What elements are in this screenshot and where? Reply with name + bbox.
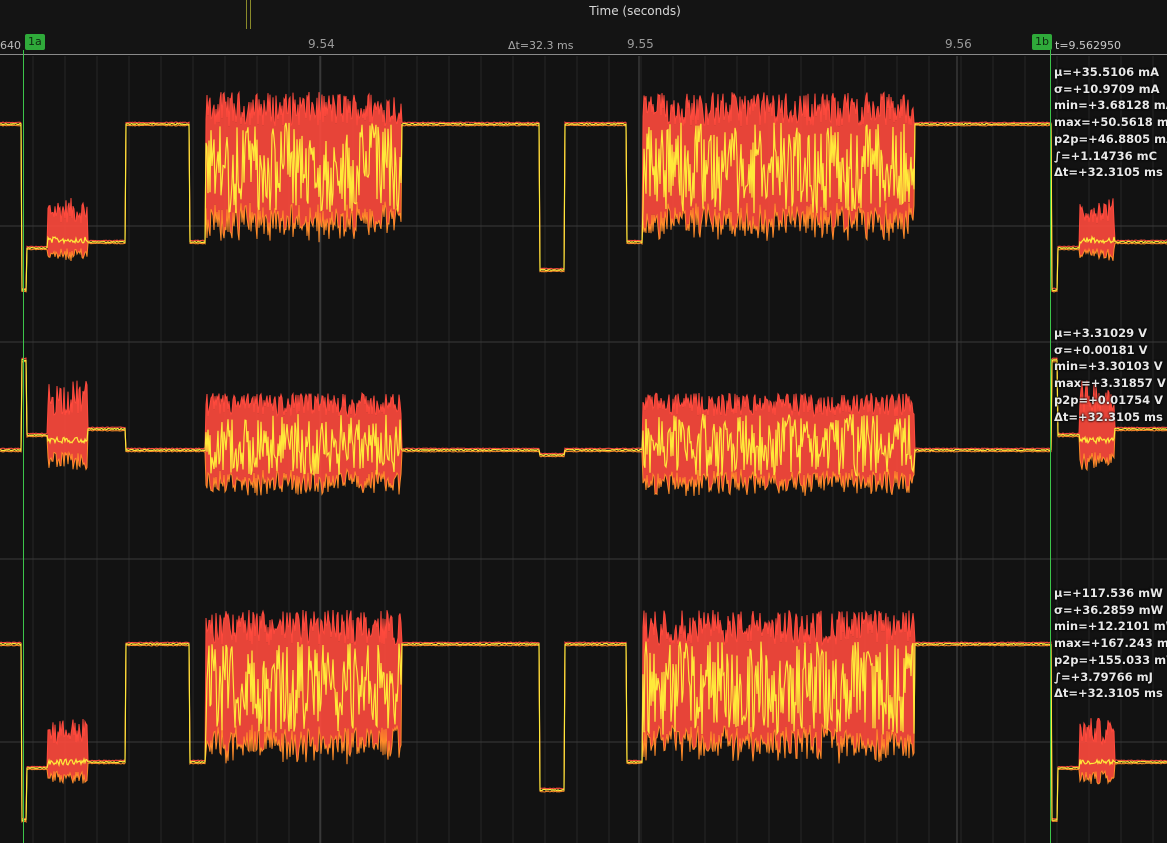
marker-time-readout: t=9.562950	[1055, 39, 1122, 52]
current-max-trace	[0, 90, 1167, 290]
stat-line: max=+3.31857 V	[1054, 376, 1166, 391]
stat-line: σ=+0.00181 V	[1054, 342, 1148, 357]
time-axis-tick-label: 9.55	[627, 37, 654, 51]
current-min-trace	[0, 124, 1167, 293]
stat-line: ∫=+3.79766 mJ	[1054, 669, 1153, 684]
stat-line: μ=+3.31029 V	[1054, 326, 1148, 340]
power-envelope-trace	[47, 610, 1115, 784]
stat-line: μ=+117.536 mW	[1054, 586, 1163, 600]
time-axis-tick-label: 9.56	[945, 37, 972, 51]
stat-line: p2p=+46.8805 mA	[1054, 131, 1167, 146]
power-stats-panel: μ=+117.536 mW σ=+36.2859 mW min=+12.2101…	[1054, 585, 1167, 702]
current-mean-trace	[0, 122, 1167, 292]
time-axis-title: Time (seconds)	[589, 4, 681, 18]
stat-line: min=+3.30103 V	[1054, 359, 1163, 374]
stat-line: Δt=+32.3105 ms	[1054, 409, 1163, 424]
stat-line: σ=+10.9709 mA	[1054, 81, 1160, 96]
power-min-trace	[0, 644, 1167, 824]
stat-line: max=+50.5618 mA	[1054, 115, 1167, 130]
current-stats-panel: μ=+35.5106 mA σ=+10.9709 mA min=+3.68128…	[1054, 64, 1167, 181]
voltage-stats-panel: μ=+3.31029 V σ=+0.00181 V min=+3.30103 V…	[1054, 325, 1166, 425]
stat-line: max=+167.243 mW	[1054, 636, 1167, 651]
time-axis-tick-label: 9.54	[308, 37, 335, 51]
marker-1a-handle[interactable]: 1a	[25, 34, 45, 50]
timeline-scroll-thumb[interactable]	[246, 0, 251, 29]
stat-line: σ=+36.2859 mW	[1054, 602, 1164, 617]
stat-line: Δt=+32.3105 ms	[1054, 165, 1163, 180]
voltage-mean-trace	[0, 358, 1167, 477]
stat-line: p2p=+0.01754 V	[1054, 392, 1164, 407]
stat-line: ∫=+1.14736 mC	[1054, 148, 1158, 163]
voltage-max-trace	[0, 357, 1167, 455]
time-axis-left-label: 640	[0, 39, 21, 52]
power-max-trace	[0, 609, 1167, 820]
stat-line: μ=+35.5106 mA	[1054, 65, 1159, 79]
marker-1b-handle[interactable]: 1b	[1032, 34, 1052, 50]
voltage-min-trace	[0, 360, 1167, 496]
stat-line: Δt=+32.3105 ms	[1054, 686, 1163, 701]
time-axis-header: Time (seconds) 640 9.54 9.55 9.56 Δt=32.…	[0, 0, 1167, 54]
power-mean-trace	[0, 641, 1167, 822]
stat-line: min=+12.2101 mW	[1054, 619, 1167, 634]
stat-line: p2p=+155.033 mW	[1054, 652, 1167, 667]
dual-marker-delta: Δt=32.3 ms	[508, 39, 574, 52]
stat-line: min=+3.68128 mA	[1054, 98, 1167, 113]
